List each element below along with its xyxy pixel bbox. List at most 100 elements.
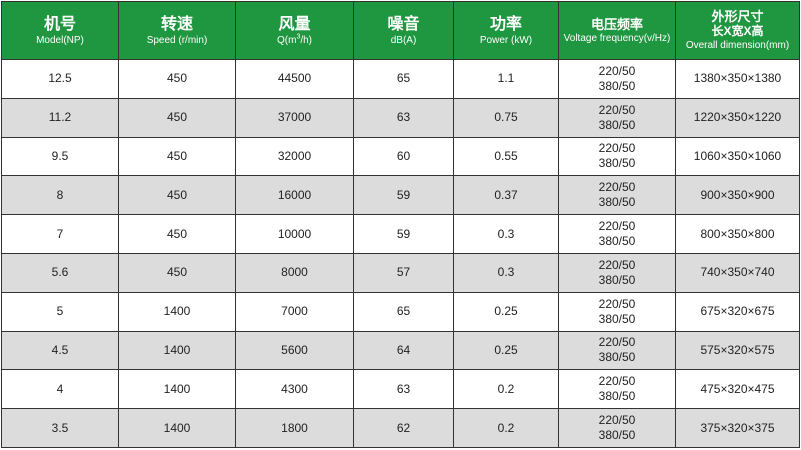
voltage-value: 380/50 [598,272,636,287]
voltage-value: 220/50 [598,374,636,389]
table-row: 12.5 450 44500 65 1.1 220/50 380/50 1380×350×13… [1,59,800,99]
voltage-value: 220/50 [598,63,636,78]
voltage-value: 380/50 [598,234,636,249]
voltage-value: 380/50 [598,428,636,443]
cell-speed: 450 [118,175,236,216]
header-airflow-en-post: /h) [300,34,313,46]
cell-voltage: 220/50 380/50 [558,291,676,332]
cell-noise: 59 [353,214,454,254]
voltage-value: 220/50 [598,413,636,428]
cell-noise: 63 [353,369,454,410]
cell-power: 1.1 [453,59,559,99]
cell-model: 5 [1,291,119,332]
table-row: 5 1400 7000 65 0.25 220/50 380/50 675×320×675 [1,291,800,332]
cell-dimension: 475×320×475 [675,369,800,410]
cell-dimension: 575×320×575 [675,330,800,371]
cell-voltage: 220/50 380/50 [558,408,676,448]
voltage-value: 220/50 [598,257,636,272]
header-airflow: 风量 Q(m3/h) [235,1,354,60]
cell-noise: 65 [353,291,454,332]
cell-speed: 1400 [118,291,236,332]
voltage-value: 220/50 [598,102,636,117]
cell-airflow: 32000 [235,136,354,177]
table-row: 7 450 10000 59 0.3 220/50 380/50 800×350×800 [1,214,800,254]
cell-model: 4.5 [1,330,119,371]
voltage-value: 220/50 [598,296,636,311]
cell-dimension: 900×350×900 [675,175,800,216]
cell-voltage: 220/50 380/50 [558,136,676,177]
header-dimension-zh2: 长X宽X高 [711,24,764,38]
cell-model: 11.2 [1,97,119,138]
voltage-value: 380/50 [598,117,636,132]
table-row: 11.2 450 37000 63 0.75 220/50 380/50 1220×350×1… [1,97,800,138]
cell-noise: 63 [353,97,454,138]
header-voltage-en: Voltage frequency(v/Hz) [563,32,671,44]
header-model-zh: 机号 [43,15,76,33]
cell-power: 0.55 [453,136,559,177]
voltage-value: 220/50 [598,335,636,350]
cell-voltage: 220/50 380/50 [558,330,676,371]
cell-noise: 65 [353,59,454,99]
cell-airflow: 8000 [235,252,354,293]
header-airflow-en-sup: 3 [296,33,301,41]
voltage-value: 220/50 [598,219,636,234]
cell-speed: 450 [118,214,236,254]
cell-noise: 57 [353,252,454,293]
header-airflow-en-pre: Q(m [276,34,297,46]
cell-model: 5.6 [1,252,119,293]
table-row: 4.5 1400 5600 64 0.25 220/50 380/50 575×320×575 [1,330,800,371]
header-voltage-zh: 电压频率 [590,16,643,32]
table-row: 3.5 1400 1800 62 0.2 220/50 380/50 375×320×375 [1,408,800,448]
voltage-value: 380/50 [598,311,636,326]
cell-speed: 1400 [118,408,236,448]
cell-dimension: 375×320×375 [675,408,800,448]
cell-speed: 1400 [118,369,236,410]
cell-voltage: 220/50 380/50 [558,214,676,254]
cell-speed: 450 [118,252,236,293]
cell-model: 4 [1,369,119,410]
cell-speed: 1400 [118,330,236,371]
cell-dimension: 675×320×675 [675,291,800,332]
cell-airflow: 4300 [235,369,354,410]
voltage-value: 380/50 [598,78,636,93]
cell-dimension: 1380×350×1380 [675,59,800,99]
voltage-value: 380/50 [598,195,636,210]
header-noise: 噪音 dB(A) [353,1,454,60]
cell-speed: 450 [118,59,236,99]
cell-noise: 60 [353,136,454,177]
cell-power: 0.3 [453,214,559,254]
table-row: 9.5 450 32000 60 0.55 220/50 380/50 1060×350×10… [1,136,800,177]
spec-body: 12.5 450 44500 65 1.1 220/50 380/50 1380×350×13… [1,59,800,448]
cell-voltage: 220/50 380/50 [558,59,676,99]
cell-airflow: 37000 [235,97,354,138]
voltage-value: 220/50 [598,180,636,195]
voltage-value: 380/50 [598,389,636,404]
header-model-en: Model(NP) [36,34,84,46]
header-airflow-zh: 风量 [278,15,311,33]
header-power-en: Power (kW) [479,34,533,46]
cell-airflow: 44500 [235,59,354,99]
cell-power: 0.2 [453,369,559,410]
header-noise-zh: 噪音 [387,15,420,33]
cell-voltage: 220/50 380/50 [558,369,676,410]
cell-power: 0.3 [453,252,559,293]
cell-speed: 450 [118,97,236,138]
table-row: 5.6 450 8000 57 0.3 220/50 380/50 740×350×740 [1,252,800,293]
cell-airflow: 5600 [235,330,354,371]
cell-airflow: 1800 [235,408,354,448]
cell-power: 0.25 [453,291,559,332]
header-voltage: 电压频率 Voltage frequency(v/Hz) [558,1,676,60]
cell-airflow: 16000 [235,175,354,216]
cell-model: 3.5 [1,408,119,448]
header-noise-en: dB(A) [390,34,417,46]
cell-model: 7 [1,214,119,254]
cell-speed: 450 [118,136,236,177]
cell-noise: 59 [353,175,454,216]
cell-airflow: 7000 [235,291,354,332]
cell-power: 0.37 [453,175,559,216]
cell-voltage: 220/50 380/50 [558,252,676,293]
header-speed: 转速 Speed (r/min) [118,1,236,60]
header-power-zh: 功率 [489,15,522,33]
cell-power: 0.75 [453,97,559,138]
